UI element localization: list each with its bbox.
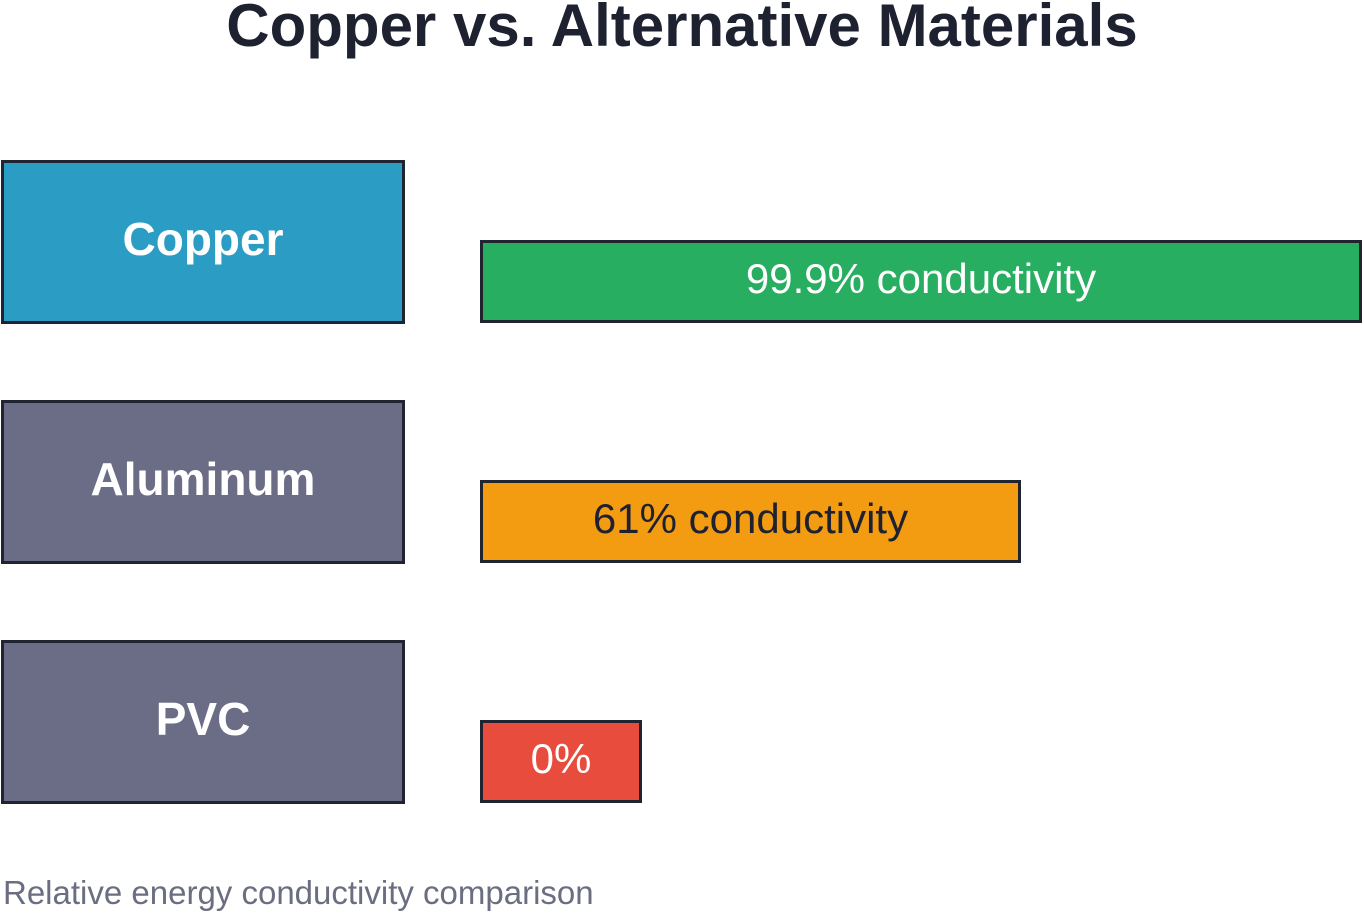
bar-data-label: 99.9% conductivity	[745, 254, 1097, 302]
category-label-aluminum: Aluminum	[1, 400, 405, 564]
category-label-pvc: PVC	[1, 640, 405, 804]
chart-title: Copper vs. Alternative Materials	[226, 0, 1138, 59]
bar-copper: 99.9% conductivity	[480, 240, 1362, 323]
category-label-text: Aluminum	[90, 453, 316, 505]
bar-data-label: 61% conductivity	[592, 494, 909, 542]
bar-aluminum: 61% conductivity	[480, 480, 1021, 563]
bar-data-label: 0%	[530, 734, 592, 782]
category-label-text: Copper	[122, 213, 284, 265]
chart-caption: Relative energy conductivity comparison	[3, 874, 594, 911]
category-label-text: PVC	[155, 693, 251, 745]
category-label-copper: Copper	[1, 160, 405, 324]
bar-pvc: 0%	[480, 720, 642, 803]
